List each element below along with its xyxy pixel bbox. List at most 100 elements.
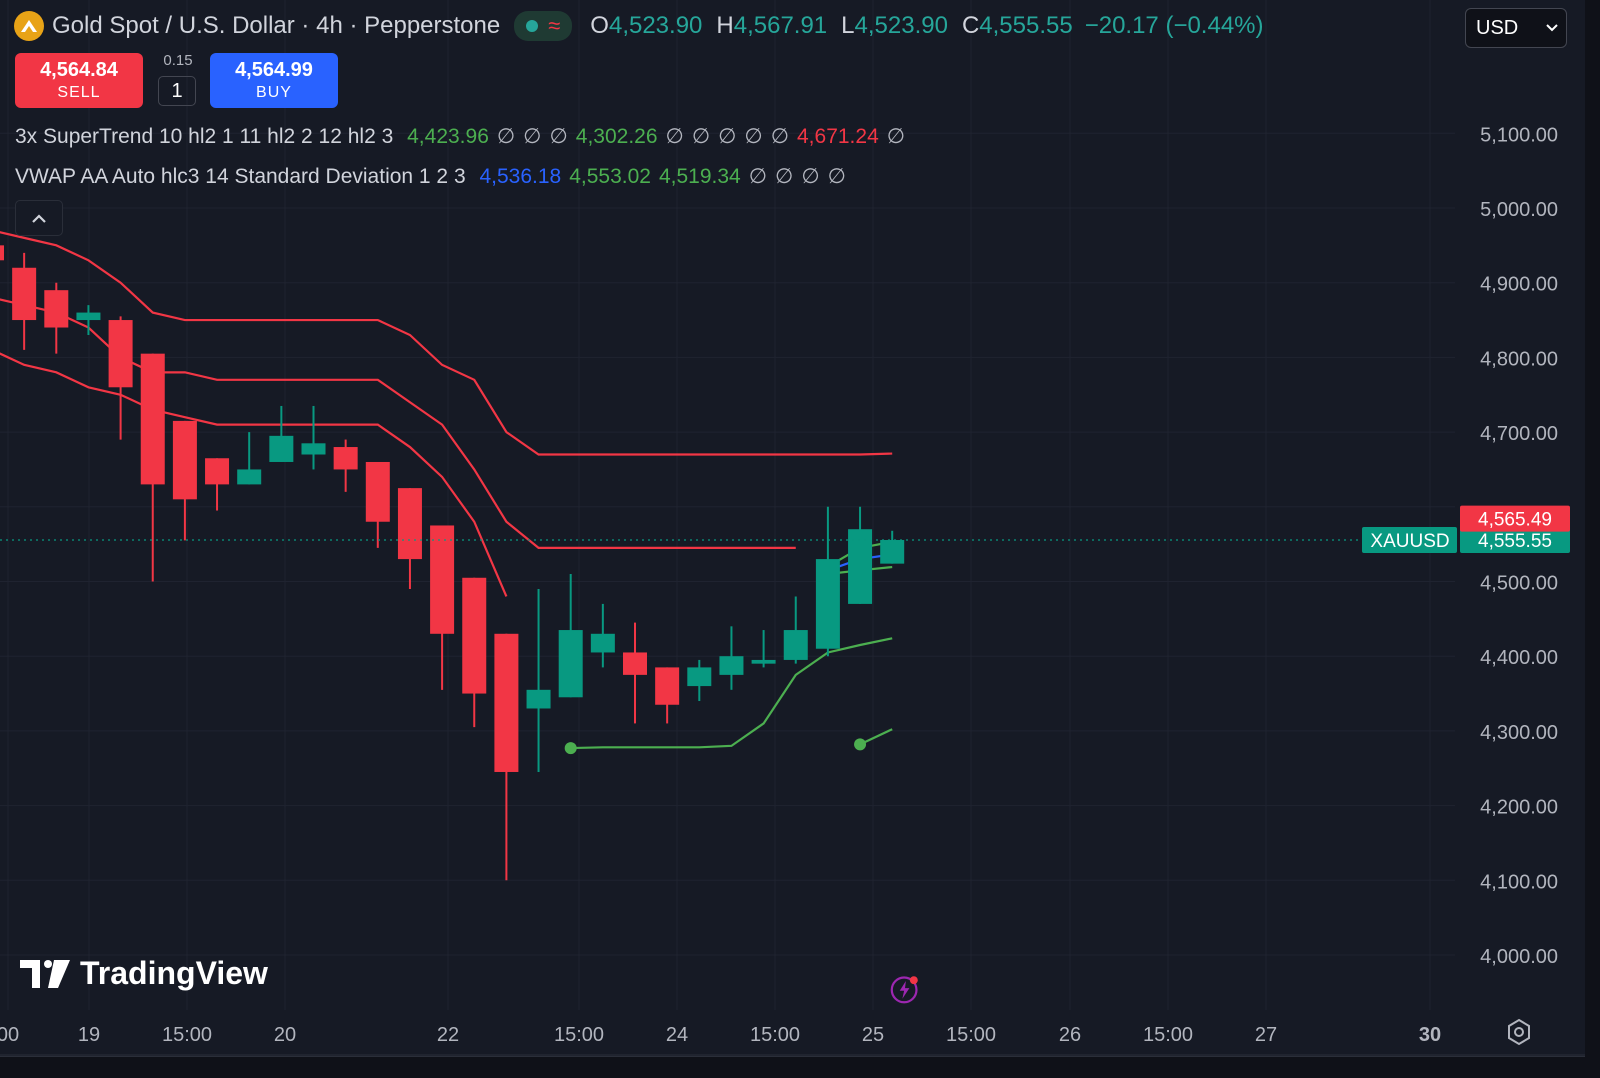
candle-body[interactable] (687, 667, 712, 687)
sell-price: 4,564.84 (40, 59, 118, 81)
candle-body[interactable] (494, 633, 519, 772)
indicator-value: 4,302.26 (575, 125, 658, 148)
y-tick-label: 4,300.00 (1480, 722, 1558, 744)
y-tick-label: 5,000.00 (1480, 199, 1558, 221)
indicator-value: ∅ (748, 165, 768, 188)
candle-body[interactable] (269, 435, 294, 462)
indicator-value: 4,423.96 (407, 125, 489, 148)
indicator-value: ∅ (691, 125, 711, 148)
candle-body[interactable] (12, 267, 37, 321)
candle-body[interactable] (462, 577, 487, 694)
ask-price-label: 4,565.49 (1478, 510, 1552, 531)
y-tick-label: 4,000.00 (1480, 946, 1558, 968)
indicator-value: ∅ (886, 125, 906, 148)
y-tick-label: 4,700.00 (1480, 423, 1558, 445)
currency-value: USD (1476, 16, 1519, 39)
indicator-value: ∅ (770, 125, 789, 148)
indicator-name: VWAP AA Auto hlc3 14 Standard Deviation … (15, 165, 466, 188)
candle-body[interactable] (430, 525, 455, 634)
symbol-tag (1362, 527, 1457, 554)
watermark-text: TradingView (80, 955, 268, 991)
symbol-tag-label: XAUUSD (1370, 531, 1449, 552)
ohlc-open: O4,523.90 (590, 12, 703, 39)
candle-body[interactable] (558, 630, 583, 698)
candle-body[interactable] (815, 559, 840, 649)
gold-logo-icon (14, 11, 44, 41)
x-tick-label: 15:00 (946, 1024, 996, 1046)
y-tick-label: 4,500.00 (1480, 573, 1558, 595)
ohlc-low: L4,523.90 (841, 12, 948, 39)
currency-select[interactable]: USD (1465, 8, 1567, 48)
sell-label: SELL (57, 84, 101, 101)
sell-button[interactable]: 4,564.84 SELL (15, 53, 143, 108)
candle-body[interactable] (655, 667, 680, 705)
candle-body[interactable] (172, 420, 197, 500)
buy-label: BUY (256, 84, 292, 101)
x-tick-label: 15:00 (554, 1024, 604, 1046)
candle-body[interactable] (108, 320, 133, 388)
candle-body[interactable] (365, 461, 390, 522)
chevron-up-icon (32, 213, 46, 223)
symbol-header: Gold Spot / U.S. Dollar · 4h · Peppersto… (14, 8, 1264, 44)
supertrend-up-line (570, 637, 893, 750)
candle-body[interactable] (237, 469, 262, 485)
market-open-dot-icon (526, 20, 539, 32)
x-tick-label: 27 (1255, 1024, 1277, 1046)
candle-body[interactable] (751, 659, 776, 664)
x-tick-label: 15:00 (162, 1024, 212, 1046)
indicator-value: 4,536.18 (479, 165, 562, 188)
indicator-value: ∅ (718, 125, 737, 148)
candle-body[interactable] (76, 312, 101, 321)
candle-body[interactable] (205, 458, 230, 485)
ask-price-tag (1460, 505, 1570, 532)
candle-body[interactable] (333, 447, 358, 470)
candle-body[interactable] (848, 529, 873, 604)
bottom-toolbar (0, 1056, 1600, 1078)
collapse-indicators-button[interactable] (15, 200, 63, 236)
supertrend-down-line (0, 352, 508, 597)
indicator-value: ∅ (549, 125, 568, 148)
quantity-input[interactable]: 1 (158, 76, 196, 106)
x-tick-label: 15:00 (750, 1024, 800, 1046)
y-tick-label: 4,200.00 (1480, 797, 1558, 819)
indicator-supertrend[interactable]: 3x SuperTrend 10 hl2 1 11 hl2 2 12 hl2 3… (15, 124, 913, 149)
candle-body[interactable] (783, 630, 808, 660)
market-status-pill[interactable]: ≈ (514, 11, 573, 41)
y-tick-label: 4,900.00 (1480, 274, 1558, 296)
y-tick-label: 4,400.00 (1480, 647, 1558, 669)
symbol-title[interactable]: Gold Spot / U.S. Dollar · 4h · Peppersto… (52, 12, 501, 39)
indicator-name: 3x SuperTrend 10 hl2 1 11 hl2 2 12 hl2 3 (15, 125, 394, 148)
indicator-value: 4,553.02 (569, 165, 651, 188)
candle-body[interactable] (590, 633, 615, 653)
settings-gear-icon[interactable] (1505, 1018, 1533, 1046)
candle-body[interactable] (0, 245, 4, 261)
x-tick-label: 30 (1419, 1024, 1441, 1046)
lightning-icon[interactable] (890, 974, 920, 1004)
x-tick-label: 22 (437, 1024, 459, 1046)
x-tick-label: 20 (274, 1024, 296, 1046)
candle-body[interactable] (140, 353, 165, 485)
indicator-value: ∅ (496, 125, 516, 148)
candle-body[interactable] (301, 443, 326, 455)
indicator-value: 4,519.34 (658, 165, 741, 188)
buy-button[interactable]: 4,564.99 BUY (210, 53, 338, 108)
indicator-vwap[interactable]: VWAP AA Auto hlc3 14 Standard Deviation … (15, 164, 854, 189)
candle-body[interactable] (880, 540, 905, 564)
candle-body[interactable] (719, 656, 744, 675)
x-tick-label: 26 (1059, 1024, 1081, 1046)
indicator-value: ∅ (801, 165, 820, 188)
last-price-tag (1460, 527, 1570, 554)
right-edge-panel (1585, 0, 1600, 1077)
x-tick-label: 00 (0, 1024, 19, 1046)
price-change: −20.17 (−0.44%) (1084, 12, 1264, 39)
candle-body[interactable] (526, 689, 551, 709)
y-tick-label: 4,100.00 (1480, 871, 1558, 893)
y-tick-label: 4,800.00 (1480, 348, 1558, 370)
supertrend-down-line (0, 231, 893, 456)
candle-body[interactable] (623, 652, 647, 675)
ohlc-high: H4,567.91 (716, 12, 828, 39)
candle-body[interactable] (44, 290, 69, 328)
candle-body[interactable] (397, 488, 422, 560)
